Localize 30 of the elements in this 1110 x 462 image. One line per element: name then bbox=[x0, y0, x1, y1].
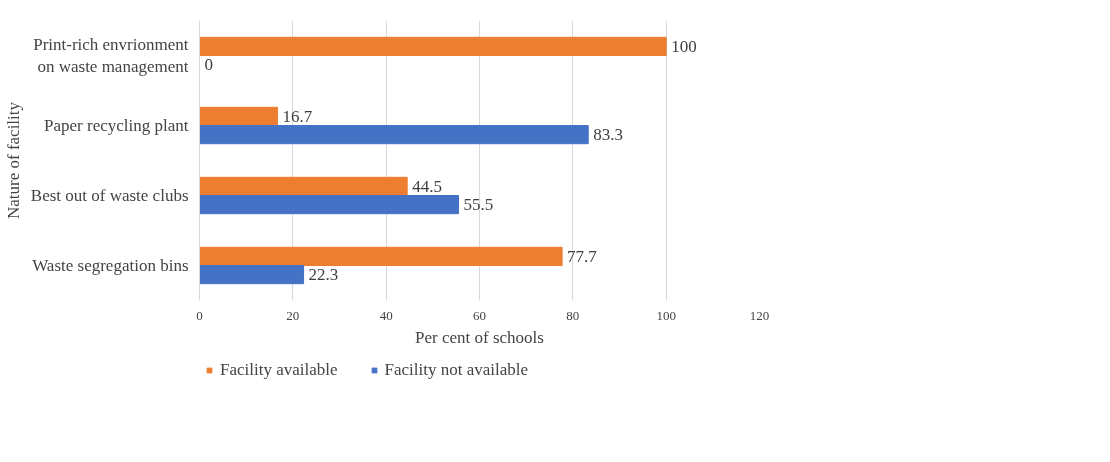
x-tick-label: 0 bbox=[196, 307, 203, 323]
x-axis-title: Per cent of schools bbox=[415, 327, 544, 347]
data-label: 83.3 bbox=[593, 125, 623, 145]
data-label: 0 bbox=[204, 55, 213, 75]
x-tick-label: 100 bbox=[656, 307, 676, 323]
data-label: 55.5 bbox=[463, 195, 494, 215]
x-tick-label: 120 bbox=[749, 307, 770, 323]
y-tick-label: Print-rich envrionment on waste management bbox=[33, 34, 189, 77]
data-label: 44.5 bbox=[412, 176, 442, 196]
bar bbox=[199, 125, 589, 145]
x-tick-label: 60 bbox=[473, 307, 486, 323]
bar bbox=[199, 106, 278, 126]
bar bbox=[199, 176, 408, 196]
x-tick-label: 80 bbox=[566, 307, 580, 323]
x-tick-label: 40 bbox=[379, 307, 393, 323]
data-label: 77.7 bbox=[567, 246, 598, 266]
legend-label: Facility available bbox=[220, 360, 338, 380]
y-tick-label: Best out of waste clubs bbox=[30, 186, 189, 205]
bar bbox=[199, 36, 667, 56]
bar bbox=[199, 265, 305, 285]
x-tick-label: 20 bbox=[286, 307, 300, 323]
y-tick-label: Waste segregation bins bbox=[32, 256, 189, 275]
legend-label: Facility not available bbox=[384, 360, 529, 380]
data-label: 100 bbox=[671, 36, 697, 56]
y-tick-label: Paper recycling plant bbox=[44, 116, 189, 135]
bar bbox=[199, 246, 563, 266]
y-axis-title: Nature of facility bbox=[3, 101, 23, 220]
data-label: 16.7 bbox=[282, 106, 313, 126]
data-label: 22.3 bbox=[308, 265, 339, 285]
bar bbox=[199, 195, 459, 215]
